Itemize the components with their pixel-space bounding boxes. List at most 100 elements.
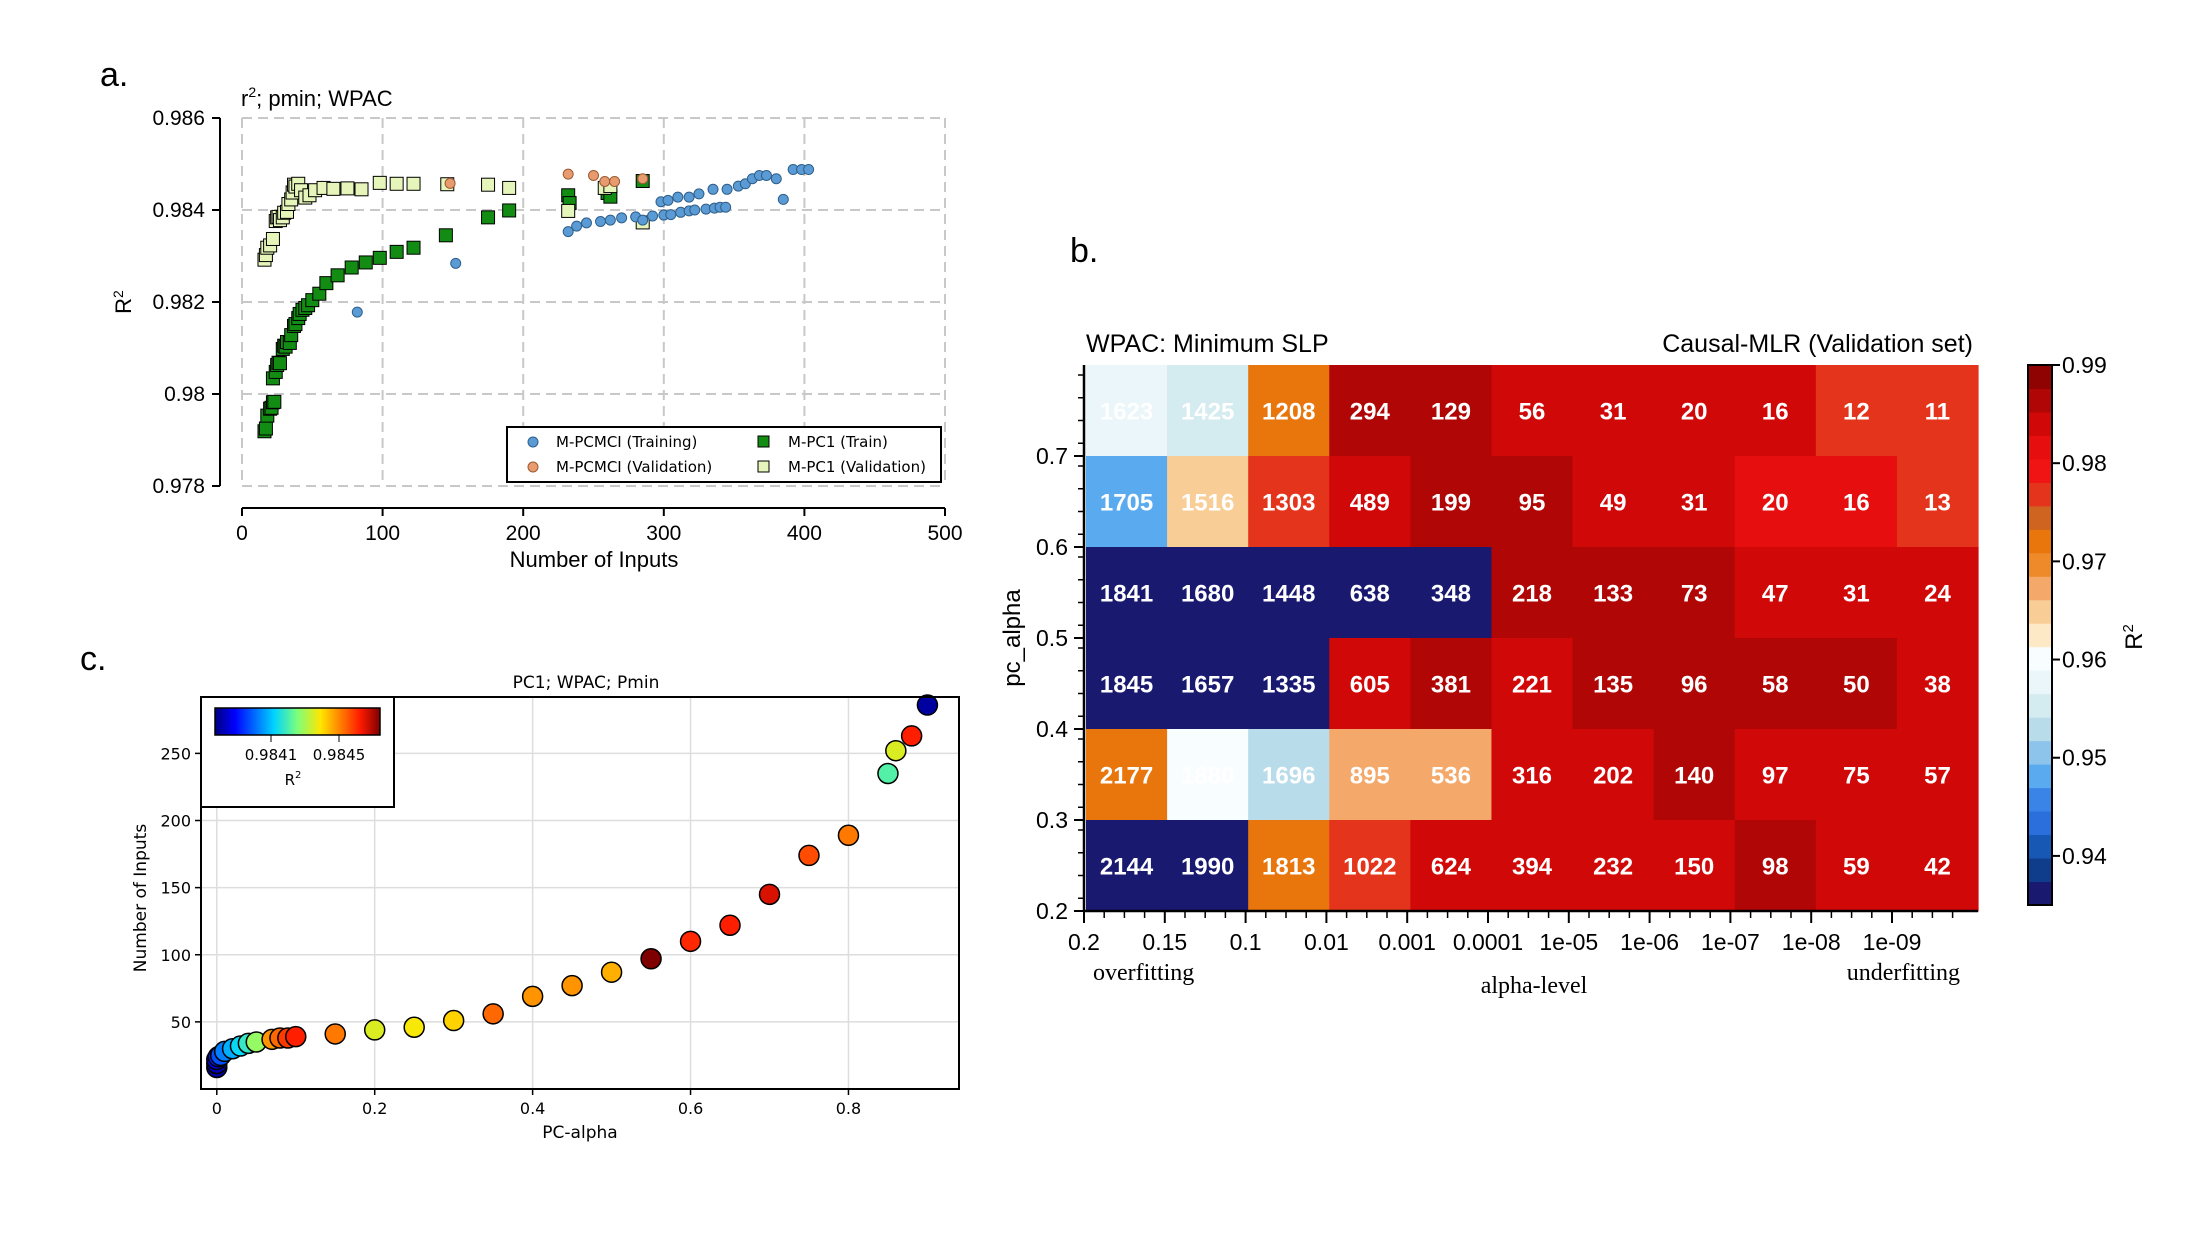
panel-a-point [312,286,327,301]
panel-c-x-label: PC-alpha [542,1123,617,1143]
panel-b-cell-value: 56 [1519,399,1546,426]
panel-b-cell [1815,638,1898,730]
panel-b-colorbar-segment [2028,740,2052,765]
legend-marker-pc1-valid [757,460,770,473]
panel-b-cell [1896,456,1979,548]
panel-b-y-tick-label: 0.7 [1036,443,1068,469]
panel-c-point [403,1016,425,1038]
panel-label-c: c. [80,640,106,678]
panel-b-cell [1572,638,1655,730]
panel-b-cell-value: 13 [1924,490,1951,517]
panel-b-y-tick-label: 0.4 [1036,716,1068,742]
panel-b-cell-value: 1516 [1181,490,1234,517]
panel-a-point [803,164,815,176]
panel-c-colorbar-label: R2 [285,770,302,789]
panel-b-cell [1653,547,1736,639]
panel-a-point [389,176,404,191]
panel-b-cell-value: 1623 [1100,399,1153,426]
panel-b-x-tick-label: 1e-06 [1620,929,1679,955]
panel-b-cell [1491,456,1574,548]
panel-b-cell-value: 1696 [1262,763,1315,790]
panel-a-point [662,194,674,206]
panel-b-cell [1896,638,1979,730]
panel-c-point [442,1009,465,1032]
panel-b-colorbar-tick-label: 0.96 [2062,647,2107,673]
panel-a-point [258,421,273,436]
panel-b-cell [1248,365,1330,457]
panel-a-x-tick-label: 100 [365,522,400,545]
panel-a-x-tick-label: 500 [927,522,962,545]
panel-c-point [482,1003,504,1025]
panel-b-cell-value: 140 [1674,763,1714,790]
panel-a-point [265,231,280,246]
panel-b-cell-value: 31 [1843,581,1870,608]
panel-a-y-tick-label: 0.98 [164,383,205,406]
panel-b-colorbar-segment [2028,388,2052,413]
panel-a-point [561,203,576,218]
panel-b-cell-value: 97 [1762,763,1789,790]
legend-label-pcmci-train: M-PCMCI (Training) [556,433,697,451]
panel-b-cell [1734,547,1817,639]
panel-b-cell [1167,456,1249,548]
panel-a-x-label: Number of Inputs [510,547,679,572]
panel-c-colorbar [214,707,381,736]
panel-a-point [481,177,496,192]
panel-b-cell [1248,638,1330,730]
panel-a-point [647,210,659,222]
panel-b-cell-value: 199 [1431,490,1471,517]
panel-a-y-label: R2 [110,290,136,314]
panel-b-colorbar-segment [2028,646,2052,671]
panel-b-cell [1653,365,1736,457]
panel-b-cell [1329,820,1411,912]
panel-b-cell [1491,365,1574,457]
panel-b-cell-value: 381 [1431,672,1471,699]
panel-a-x-tick-label: 200 [506,522,541,545]
panel-b-cell-value: 49 [1600,490,1627,517]
panel-b-chart: WPAC: Minimum SLP Causal-MLR (Validation… [999,330,2148,999]
panel-b-cell-value: 638 [1350,581,1390,608]
panel-b-colorbar-segment [2028,811,2052,836]
panel-b-cell [1329,365,1411,457]
panel-b-colorbar-segment [2028,552,2052,577]
panel-b-cell [1896,729,1979,821]
panel-a-point [444,177,456,189]
panel-c-point [363,1019,386,1041]
panel-b-cell [1653,456,1736,548]
panel-b-cell-value: 202 [1593,763,1633,790]
panel-b-cell-value: 605 [1350,672,1390,699]
panel-c-point [640,948,662,970]
panel-b-x-tick-label: 1e-09 [1863,929,1922,955]
panel-b-cell [1896,365,1979,457]
panel-b-cell [1086,638,1168,730]
panel-b-cell [1734,638,1817,730]
panel-a-x-tick-label: 0 [236,522,248,545]
panel-b-colorbar-segment [2028,764,2052,789]
panel-b-cell [1815,729,1898,821]
panel-b-colorbar-segment [2028,529,2052,554]
panel-label-b: b. [1070,232,1098,270]
panel-a-point [588,170,599,181]
panel-b-colorbar: 0.94 0.95 0.96 0.97 0.98 0.99 [2027,352,2107,906]
panel-b-cell-value: 57 [1924,763,1951,790]
panel-c-x-tick-label: 0.6 [678,1099,703,1118]
panel-b-cell-value: 489 [1350,490,1390,517]
panel-b-x-tick-label: 0.2 [1068,929,1100,955]
panel-b-colorbar-segment [2028,693,2052,718]
panel-b-cell-value: 133 [1593,581,1633,608]
panel-c-point [600,961,623,983]
panel-b-cell [1086,729,1168,821]
panel-c-y-tick-label: 50 [171,1013,191,1032]
panel-c-frame [200,696,960,1090]
panel-a-point [319,276,334,291]
panel-b-cell-value: 2144 [1100,854,1154,881]
panel-b-cell [1653,820,1736,912]
panel-c-point [798,844,820,867]
panel-b-cell [1815,547,1898,639]
panel-c-y-tick-label: 150 [160,879,191,898]
panel-b-title-right: Causal-MLR (Validation set) [1662,330,1973,358]
panel-c-point [679,930,702,953]
legend-label-pcmci-valid: M-PCMCI (Validation) [556,458,712,476]
panel-b-y-label: pc_alpha [999,589,1026,687]
panel-b-cell-value: 75 [1843,763,1870,790]
